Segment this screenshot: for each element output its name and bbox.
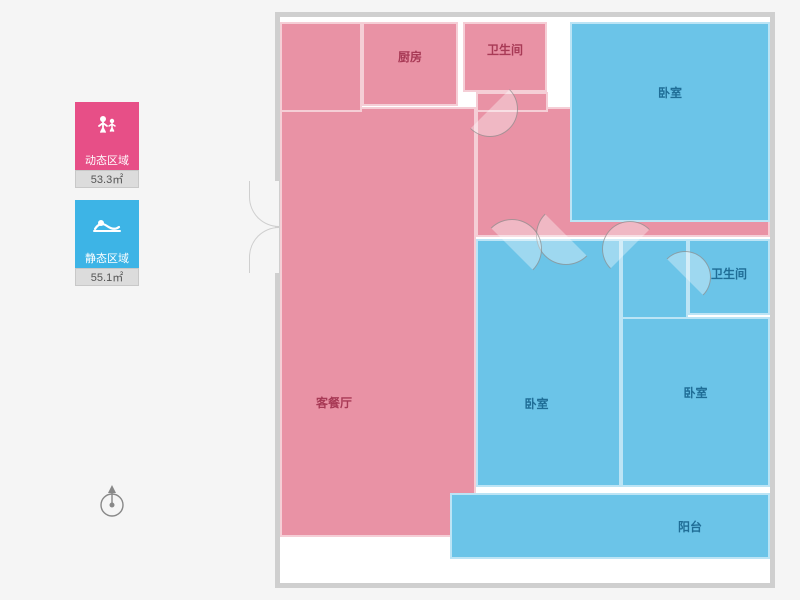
legend-static: 静态区域 55.1㎡	[75, 200, 139, 286]
room-label-bath1: 卫生间	[487, 41, 523, 58]
compass-icon	[95, 485, 129, 519]
room-label-bed2: 卧室	[524, 395, 548, 412]
room-label-balcony: 阳台	[678, 518, 702, 535]
legend-dynamic: 动态区域 53.3㎡	[75, 102, 139, 188]
legend-dynamic-label: 动态区域	[75, 150, 139, 170]
entry-cutout-bot	[249, 227, 279, 273]
legend-static-label: 静态区域	[75, 248, 139, 268]
room-bed1: 卧室	[570, 22, 770, 222]
room-balcony: 阳台	[450, 493, 770, 559]
room-label-bed1: 卧室	[658, 84, 682, 101]
people-icon	[93, 112, 121, 140]
room-label-kitchen: 厨房	[398, 48, 422, 65]
sleep-icon	[92, 213, 122, 235]
legend-static-icon	[75, 200, 139, 248]
room-living_ext	[280, 22, 362, 112]
legend-dynamic-icon	[75, 102, 139, 150]
room-bath1: 卫生间	[463, 22, 547, 92]
room-bed2: 卧室	[476, 239, 621, 487]
room-bed3: 卧室	[621, 317, 770, 487]
room-label-bed3: 卧室	[683, 384, 707, 401]
entry-cutout-top	[249, 181, 279, 227]
legend-dynamic-value: 53.3㎡	[75, 170, 139, 188]
floor-plan: 厨房卫生间客餐厅卧室卫生间卧室卧室阳台	[275, 12, 775, 588]
room-living: 客餐厅	[280, 107, 476, 537]
room-kitchen: 厨房	[362, 22, 458, 106]
room-label-bath2: 卫生间	[711, 265, 747, 282]
legend-static-value: 55.1㎡	[75, 268, 139, 286]
room-label-living: 客餐厅	[316, 394, 352, 411]
